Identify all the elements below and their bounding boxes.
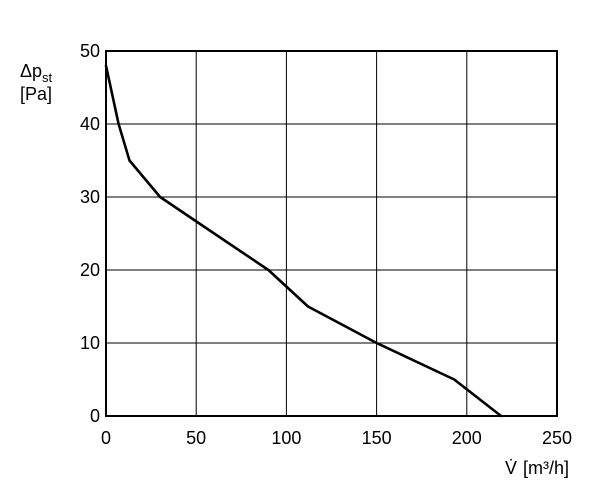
x-axis-label-unit: [m³/h] [523,458,569,478]
y-tick-labels: 0 10 20 30 40 50 [80,41,100,426]
grid [105,50,558,417]
y-axis-label: Δpst [Pa] [20,61,53,104]
x-tick-label-1: 50 [186,428,206,448]
y-tick-label-5: 50 [80,41,100,61]
y-axis-label-main: Δpst [20,61,53,85]
x-tick-label-4: 200 [452,428,482,448]
x-axis-label: V̇ [m³/h] [505,458,569,478]
x-tick-label-0: 0 [101,428,111,448]
y-tick-label-4: 40 [80,114,100,134]
y-tick-label-1: 10 [80,333,100,353]
y-axis-label-unit: [Pa] [20,84,52,104]
series-layer [104,64,503,418]
x-tick-label-3: 150 [362,428,392,448]
x-tick-label-2: 100 [271,428,301,448]
y-tick-label-0: 0 [90,406,100,426]
x-axis-label-main: V̇ [505,458,517,478]
plot-frame [105,50,558,417]
series-line-0 [104,64,503,418]
y-tick-label-2: 20 [80,260,100,280]
x-tick-labels: 0 50 100 150 200 250 [101,428,572,448]
y-tick-label-3: 30 [80,187,100,207]
x-tick-label-5: 250 [542,428,572,448]
